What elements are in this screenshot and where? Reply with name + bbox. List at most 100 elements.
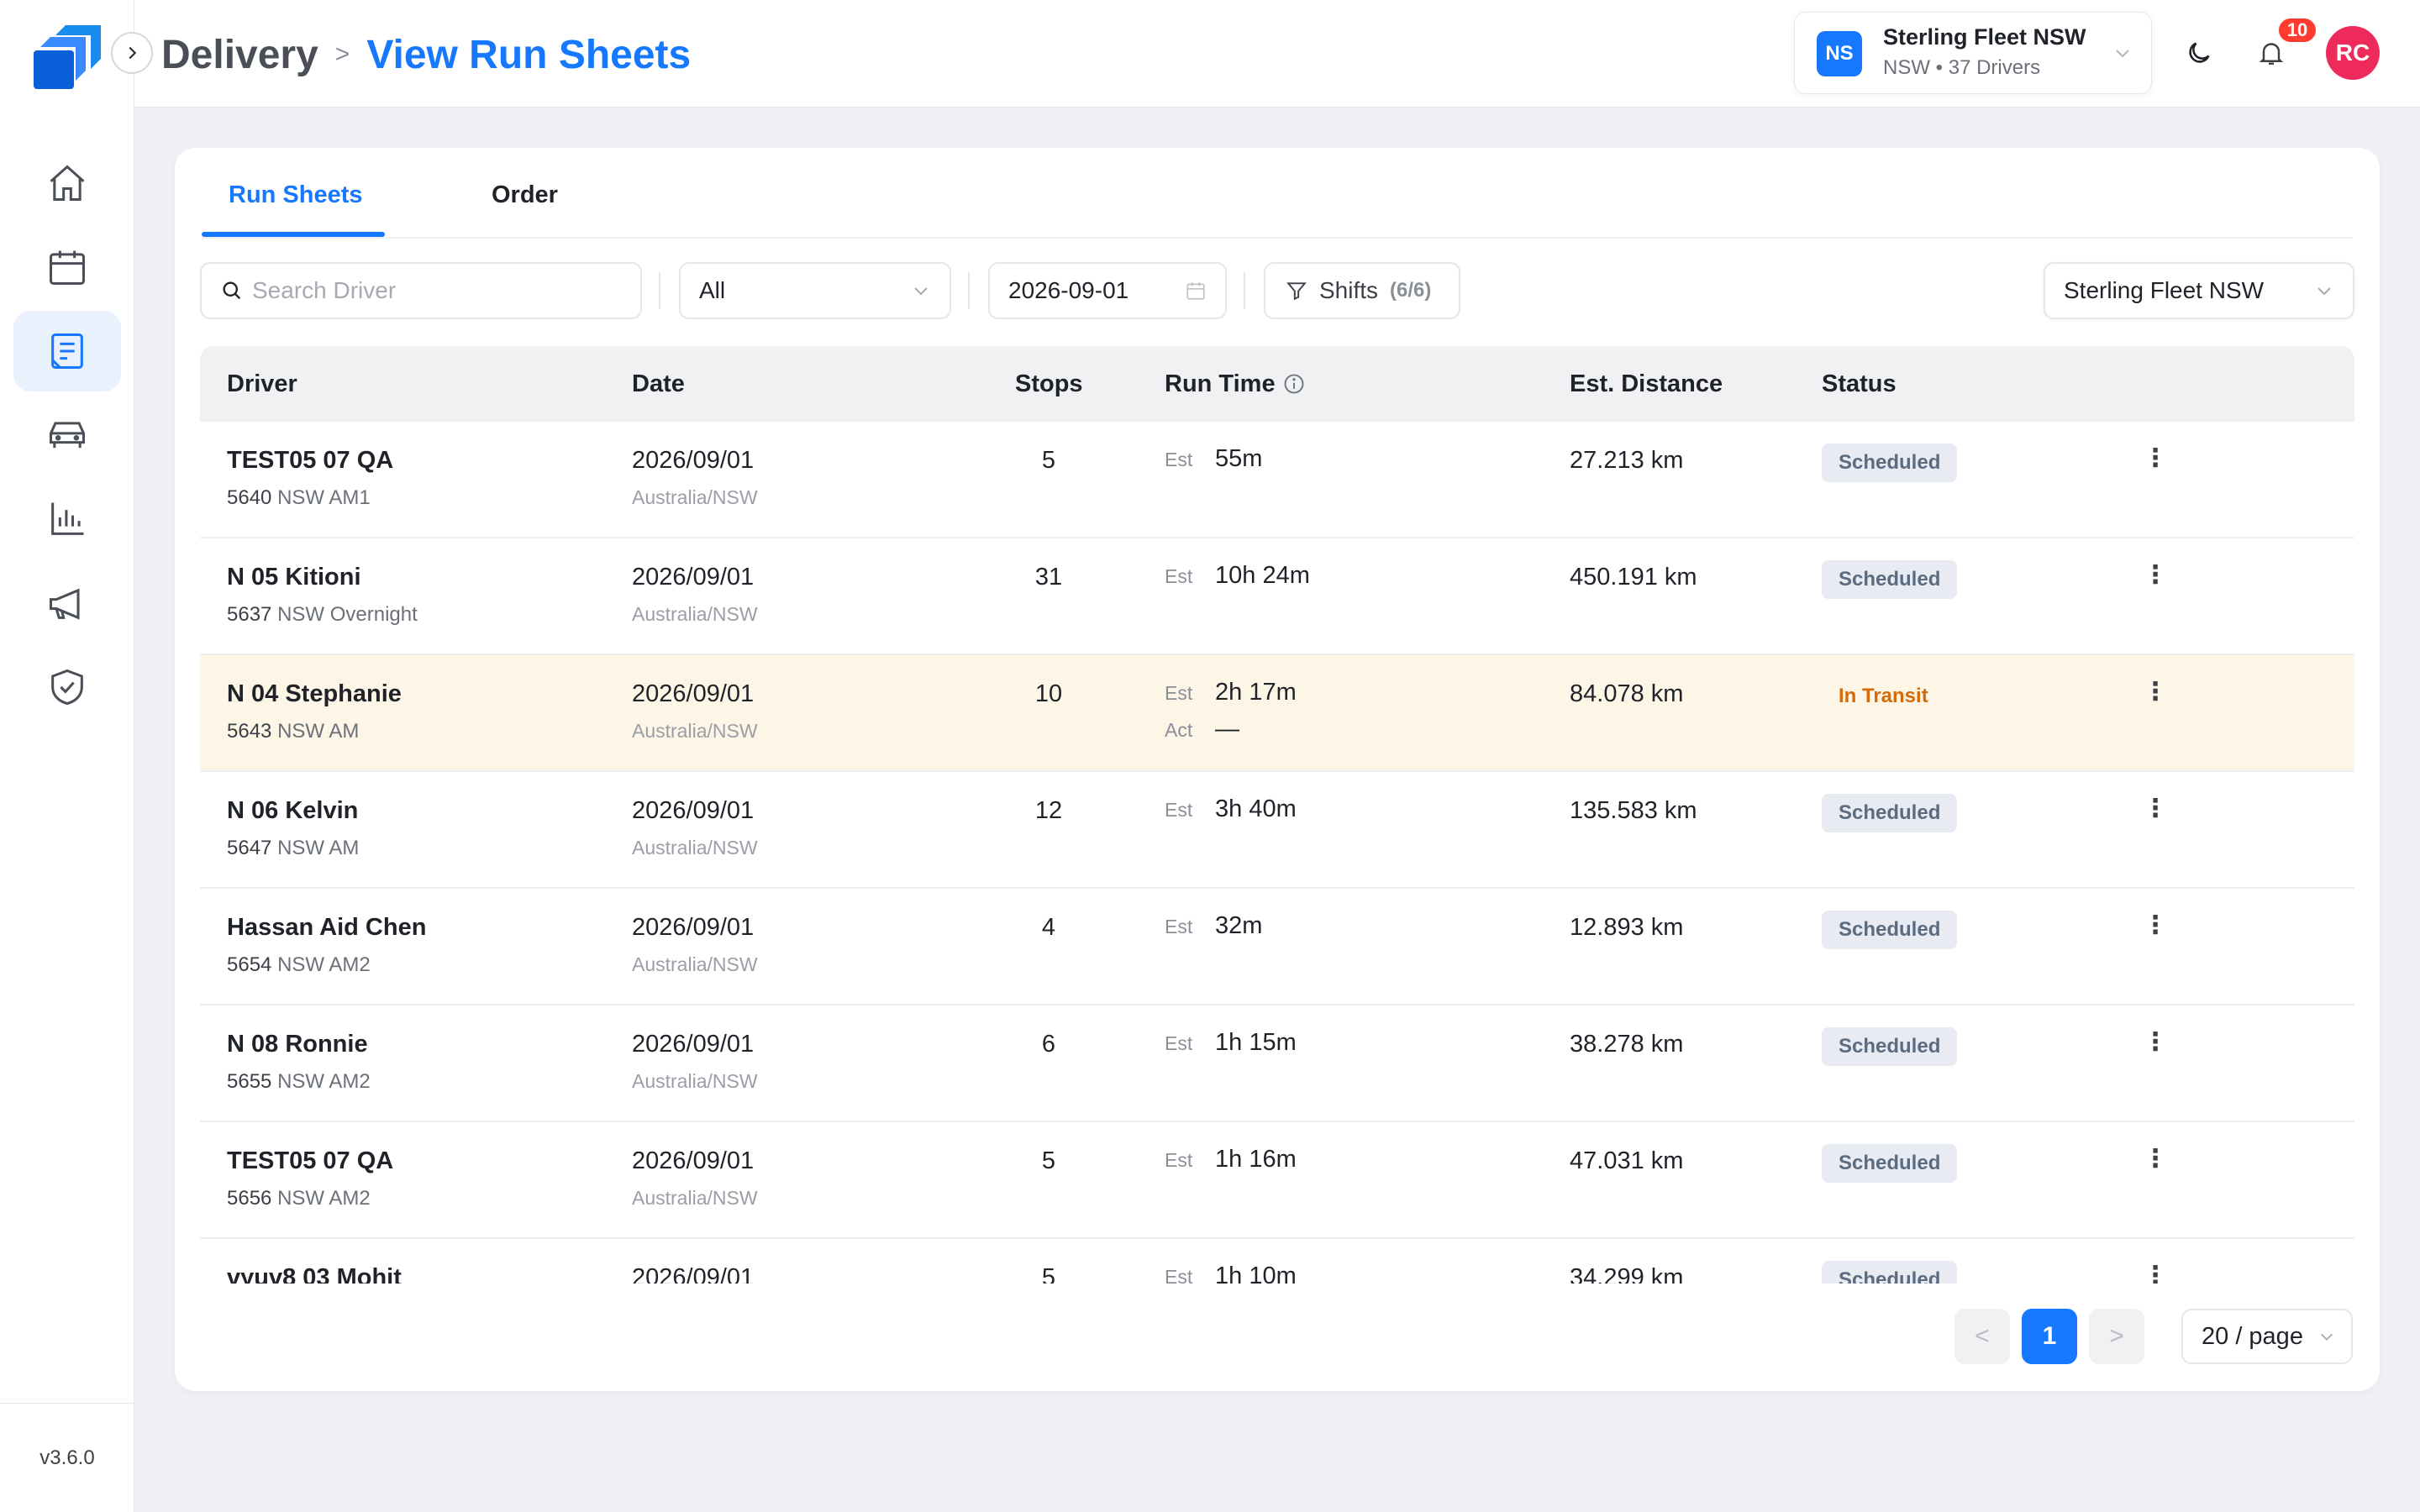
est-run-time: 1h 15m — [1215, 1029, 1297, 1056]
est-label: Est — [1165, 1149, 1193, 1171]
bar-chart-icon — [51, 502, 84, 535]
table-row[interactable]: TEST05 07 QA 5640 NSW AM1 2026/09/01 Aus… — [200, 422, 2354, 538]
page-size-select[interactable]: 20 / page — [2181, 1309, 2353, 1364]
driver-id: 5655 — [227, 1070, 272, 1093]
row-actions-icon[interactable]: ⋮ — [2143, 1262, 2168, 1284]
est-label: Est — [1165, 1266, 1193, 1284]
nav-reports[interactable] — [13, 479, 121, 559]
run-date: 2026/09/01 — [632, 1147, 755, 1174]
row-actions-icon[interactable]: ⋮ — [2143, 678, 2168, 706]
driver-meta: 5654 NSW AM2 — [227, 953, 426, 977]
table-row[interactable]: N 08 Ronnie 5655 NSW AM2 2026/09/01 Aust… — [200, 1005, 2354, 1122]
est-run-time: 32m — [1215, 912, 1263, 939]
column-driver[interactable]: Driver — [227, 370, 297, 397]
notification-count-badge: 10 — [2277, 17, 2317, 44]
est-run-time: 1h 16m — [1215, 1146, 1297, 1173]
status-select-value: All — [699, 277, 726, 303]
row-actions-icon[interactable]: ⋮ — [2143, 1145, 2168, 1173]
user-avatar[interactable]: RC — [2326, 26, 2380, 80]
est-run-time: 55m — [1215, 445, 1263, 472]
pagination-prev-button[interactable]: < — [1954, 1309, 2010, 1364]
status-select[interactable]: All — [679, 262, 951, 319]
breadcrumb-root[interactable]: Delivery — [161, 32, 318, 77]
driver-meta: 5647 NSW AM — [227, 837, 359, 860]
table-row[interactable]: TEST05 07 QA 5656 NSW AM2 2026/09/01 Aus… — [200, 1122, 2354, 1239]
row-actions-icon[interactable]: ⋮ — [2143, 444, 2168, 472]
column-date[interactable]: Date — [632, 370, 685, 397]
tab-order[interactable]: Order — [492, 181, 558, 208]
act-label: Act — [1165, 719, 1193, 741]
date-cell: 2026/09/01 Australia/NSW — [632, 797, 758, 859]
row-actions-icon[interactable]: ⋮ — [2143, 795, 2168, 822]
driver-name: N 08 Ronnie — [227, 1031, 368, 1058]
home-icon — [50, 165, 85, 202]
nav-home[interactable] — [13, 143, 121, 223]
row-actions-icon[interactable]: ⋮ — [2143, 911, 2168, 939]
run-timezone: Australia/NSW — [632, 953, 758, 975]
run-timezone: Australia/NSW — [632, 1070, 758, 1092]
driver-cell: N 08 Ronnie 5655 NSW AM2 — [227, 1031, 371, 1094]
search-placeholder: Search Driver — [252, 277, 397, 303]
driver-shift: NSW AM2 — [277, 953, 371, 976]
run-date: 2026/09/01 — [632, 564, 755, 591]
column-status[interactable]: Status — [1822, 370, 1897, 397]
nav-run-sheets[interactable] — [13, 311, 121, 391]
fleet-select[interactable]: Sterling Fleet NSW — [2044, 262, 2354, 319]
table-row[interactable]: vyuv8 03 Mohit 2026/09/01 5 Est 1h 10m 34… — [200, 1239, 2354, 1284]
column-distance[interactable]: Est. Distance — [1570, 370, 1723, 397]
pagination-page-1[interactable]: 1 — [2022, 1309, 2077, 1364]
driver-shift: NSW AM2 — [277, 1187, 371, 1210]
theme-toggle-button[interactable] — [2180, 34, 2218, 72]
shifts-filter-button[interactable]: Shifts (6/6) — [1264, 262, 1460, 319]
calendar-icon — [49, 250, 86, 286]
info-icon[interactable] — [1282, 372, 1306, 396]
driver-name: N 04 Stephanie — [227, 680, 402, 707]
row-actions-icon[interactable]: ⋮ — [2143, 1028, 2168, 1056]
driver-meta: 5637 NSW Overnight — [227, 603, 418, 627]
sidebar-toggle-button[interactable] — [111, 32, 153, 74]
nav-compliance[interactable] — [13, 647, 121, 727]
tab-run-sheets[interactable]: Run Sheets — [229, 181, 363, 208]
status-badge: Scheduled — [1822, 560, 1958, 599]
run-date: 2026/09/01 — [632, 1264, 755, 1284]
active-tab-indicator — [202, 232, 385, 237]
driver-meta: 5655 NSW AM2 — [227, 1070, 371, 1094]
table-row[interactable]: N 04 Stephanie 5643 NSW AM 2026/09/01 Au… — [200, 655, 2354, 772]
column-run-time[interactable]: Run Time — [1165, 346, 1306, 422]
run-sheets-panel: Run Sheets Order Search Driver All 2026-… — [175, 148, 2380, 1391]
run-time-cell: Est 2h 17m Act — — [1165, 679, 1297, 744]
sidebar-nav — [13, 143, 121, 731]
nav-calendar[interactable] — [13, 227, 121, 307]
run-sheets-table: Driver Date Stops Run Time Est. Distance… — [200, 346, 2354, 1284]
run-time-cell: Est 10h 24m — [1165, 562, 1310, 591]
stops-count: 5 — [1041, 1147, 1056, 1174]
table-row[interactable]: N 05 Kitioni 5637 NSW Overnight 2026/09/… — [200, 538, 2354, 655]
date-cell: 2026/09/01 Australia/NSW — [632, 680, 758, 743]
table-row[interactable]: N 06 Kelvin 5647 NSW AM 2026/09/01 Austr… — [200, 772, 2354, 889]
row-actions-icon[interactable]: ⋮ — [2143, 561, 2168, 589]
nav-vehicles[interactable] — [13, 395, 121, 475]
column-stops[interactable]: Stops — [1015, 370, 1083, 397]
est-label: Est — [1165, 1032, 1193, 1054]
date-cell: 2026/09/01 — [632, 1264, 754, 1284]
organization-switcher[interactable]: NS Sterling Fleet NSW NSW • 37 Drivers — [1794, 12, 2152, 94]
filter-toolbar: Search Driver All 2026-09-01 Shifts (6/6… — [200, 262, 2354, 319]
pagination-next-button[interactable]: > — [2089, 1309, 2144, 1364]
run-timezone: Australia/NSW — [632, 486, 758, 508]
est-distance: 34.299 km — [1570, 1264, 1684, 1284]
notifications-button[interactable] — [2252, 34, 2291, 72]
calendar-icon — [1186, 282, 1205, 300]
driver-shift: NSW Overnight — [277, 603, 418, 626]
run-time-cell: Est 1h 15m — [1165, 1029, 1297, 1058]
driver-name: N 06 Kelvin — [227, 797, 359, 824]
table-row[interactable]: Hassan Aid Chen 5654 NSW AM2 2026/09/01 … — [200, 889, 2354, 1005]
app-logo[interactable] — [30, 22, 104, 92]
driver-id: 5643 — [227, 720, 272, 743]
run-sheet-icon — [51, 333, 83, 370]
search-input[interactable]: Search Driver — [200, 262, 642, 319]
est-distance: 135.583 km — [1570, 797, 1697, 824]
nav-announcements[interactable] — [13, 563, 121, 643]
driver-cell: N 04 Stephanie 5643 NSW AM — [227, 680, 402, 743]
driver-shift: NSW AM2 — [277, 1070, 371, 1093]
date-picker[interactable]: 2026-09-01 — [988, 262, 1227, 319]
